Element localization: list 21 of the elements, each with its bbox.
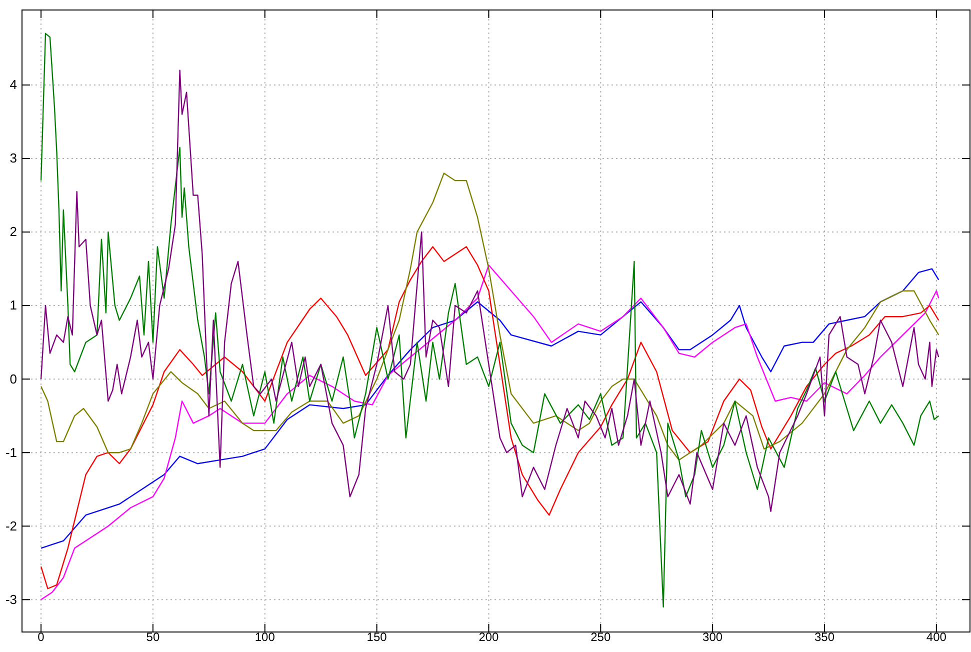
x-tick-label: 200 — [478, 630, 500, 644]
x-tick-label: 300 — [702, 630, 723, 644]
line-series — [40, 70, 940, 512]
line-series — [40, 32, 940, 608]
x-tick-label: 50 — [146, 630, 160, 644]
y-tick-label: -2 — [5, 518, 17, 534]
y-tick-label: 1 — [10, 298, 17, 313]
y-tick-label: 3 — [10, 150, 17, 166]
y-tick-label: -1 — [5, 444, 17, 460]
x-tick-label: 150 — [366, 630, 388, 644]
x-tick-label: 100 — [254, 630, 276, 644]
x-tick-label: 250 — [590, 630, 611, 644]
x-tick-label: 350 — [814, 630, 835, 644]
line-series — [40, 172, 940, 461]
x-tick-label: 400 — [926, 630, 947, 644]
x-tick-label: 0 — [38, 630, 45, 644]
line-series — [40, 268, 940, 549]
y-tick-label: 4 — [10, 77, 17, 92]
y-tick-label: 2 — [10, 224, 17, 240]
y-tick-label: -3 — [5, 592, 17, 607]
y-tick-label: 0 — [10, 371, 17, 386]
